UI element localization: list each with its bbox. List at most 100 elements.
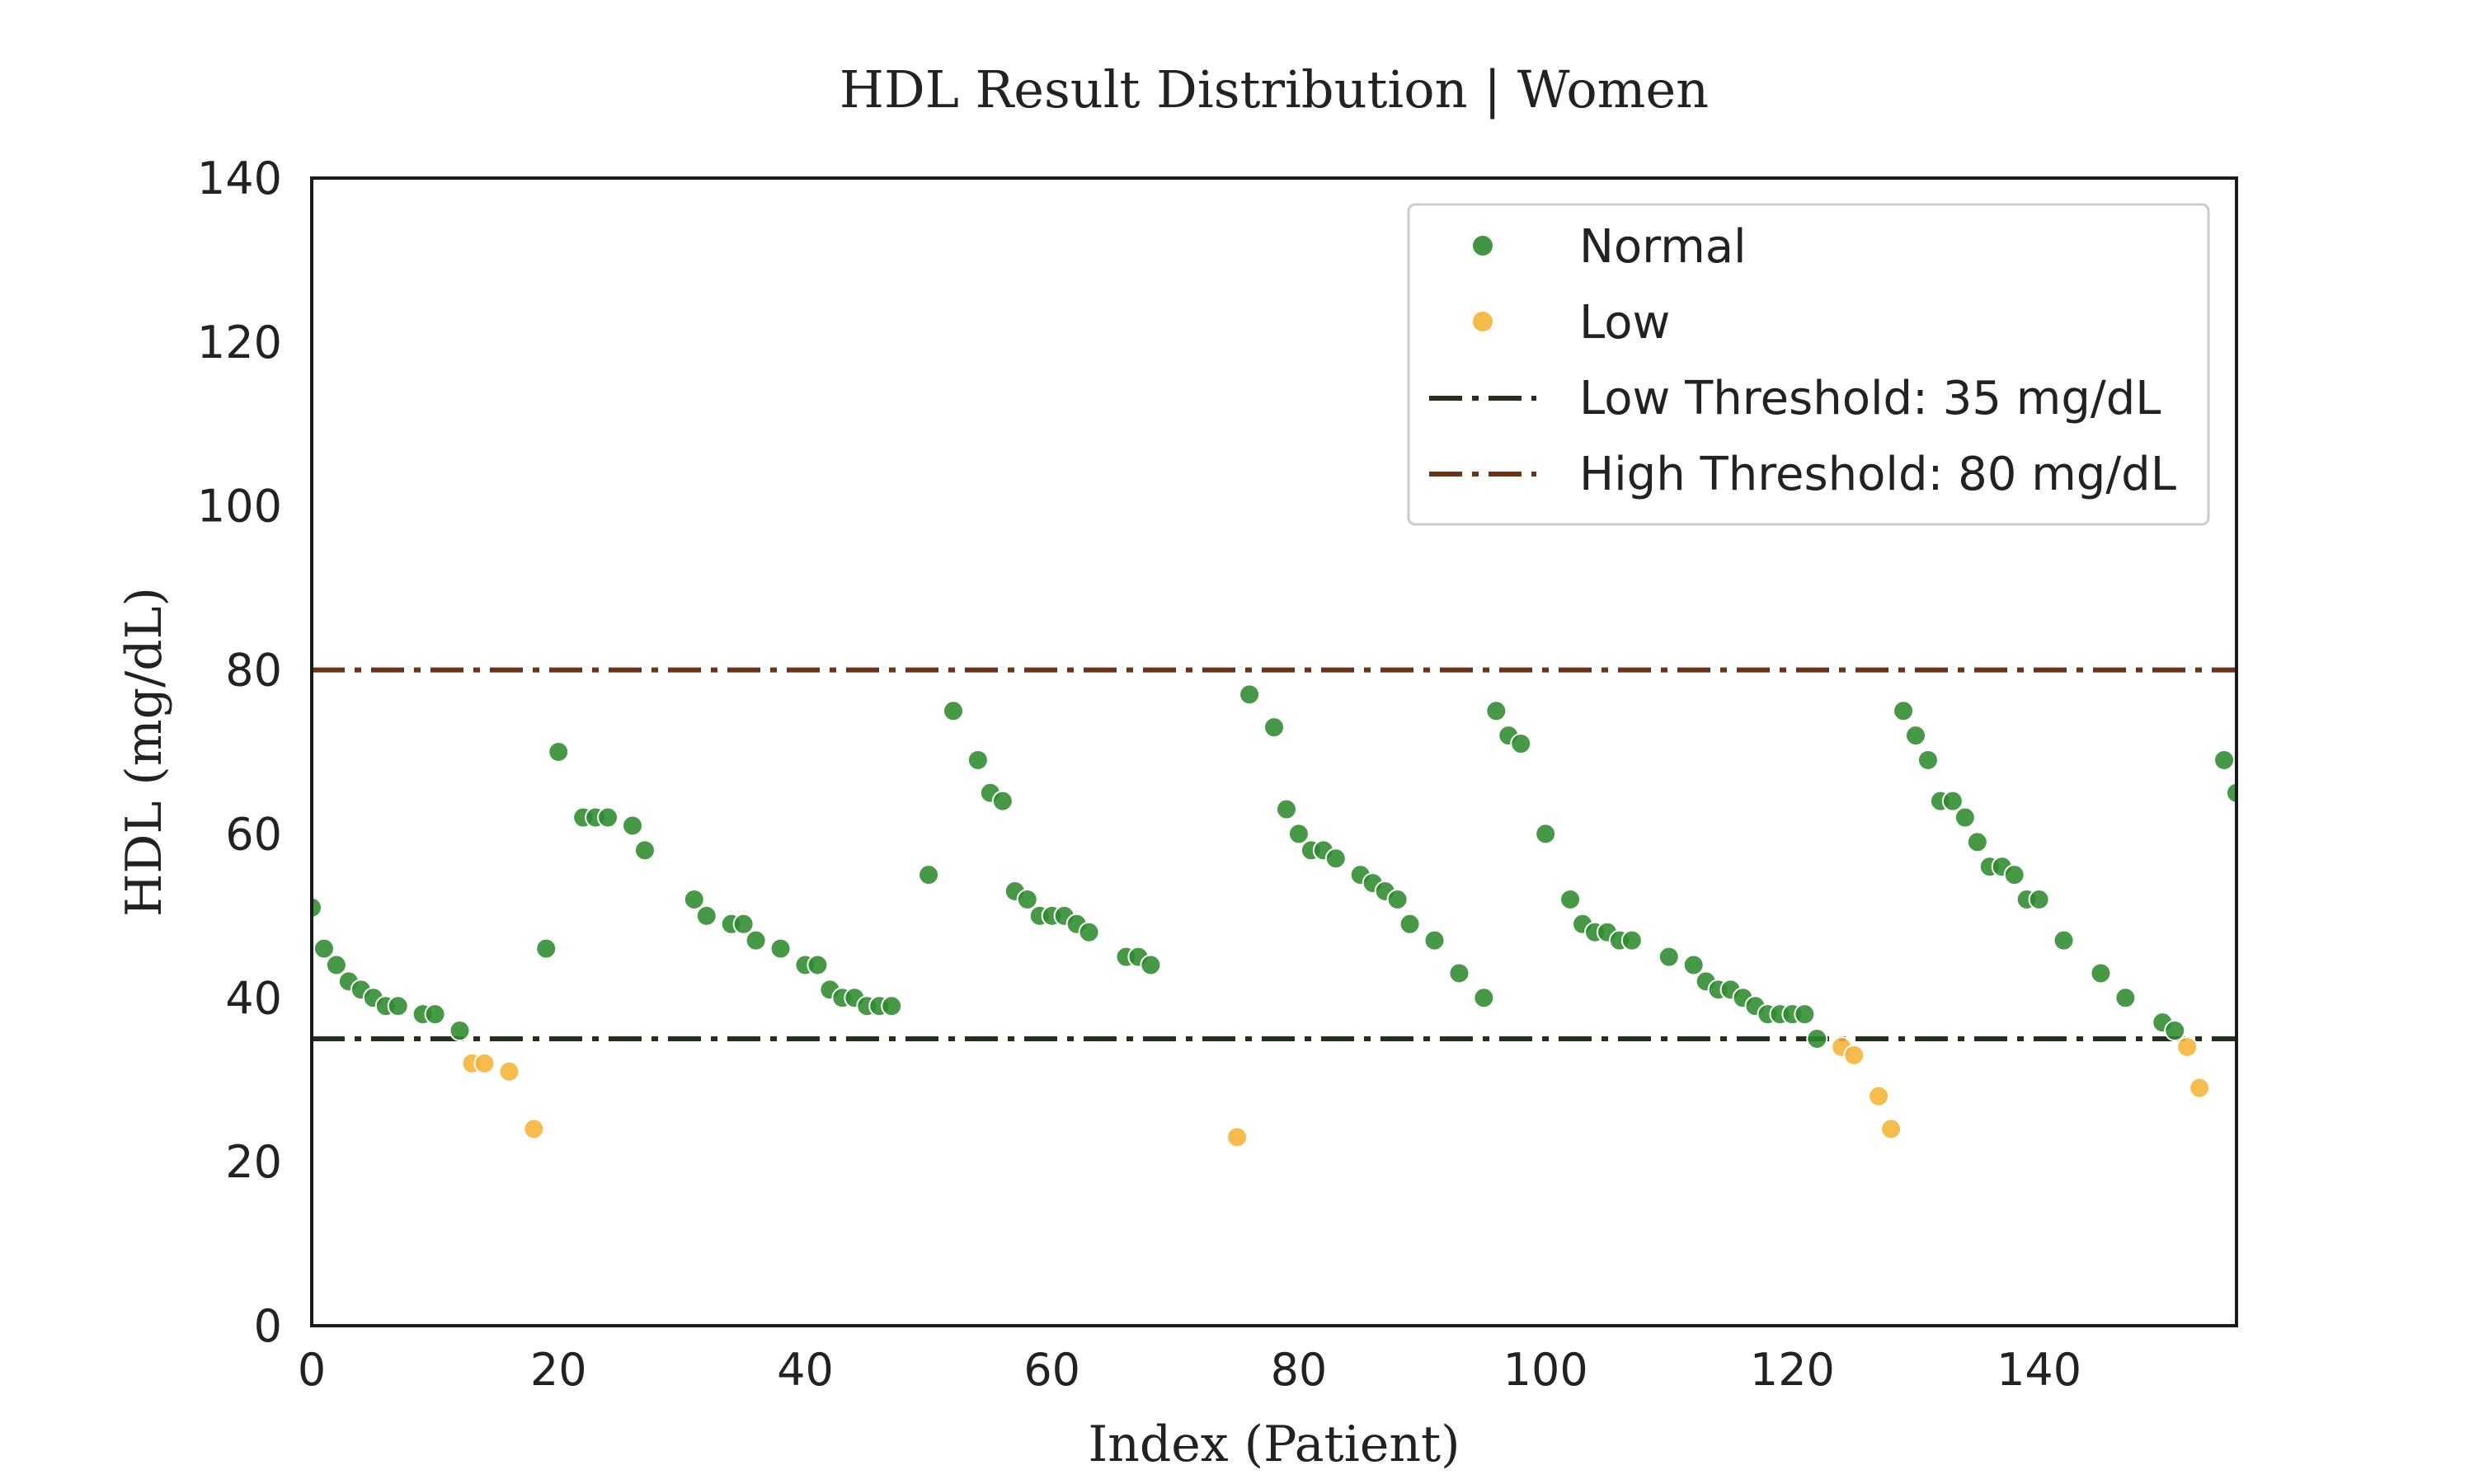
point-normal — [1016, 888, 1038, 910]
point-normal — [1941, 790, 1964, 812]
y-tick-label: 120 — [197, 317, 282, 369]
point-normal — [1473, 987, 1495, 1009]
x-tick-label: 100 — [1503, 1344, 1588, 1396]
point-normal — [2003, 864, 2025, 886]
point-normal — [918, 864, 940, 886]
y-tick-label: 80 — [225, 645, 282, 697]
legend-label-normal: Normal — [1579, 220, 1747, 274]
x-tick-label: 120 — [1750, 1344, 1835, 1396]
point-normal — [1423, 929, 1446, 951]
y-tick-label: 100 — [197, 481, 282, 533]
point-normal — [695, 904, 717, 927]
point-normal — [1917, 749, 1939, 771]
point-normal — [535, 937, 557, 960]
point-normal — [1658, 946, 1680, 968]
point-normal — [1794, 1003, 1816, 1026]
point-normal — [1905, 725, 1926, 747]
y-axis-label: HDL (mg/dL) — [115, 587, 173, 917]
x-tick-label: 0 — [298, 1344, 326, 1396]
point-low — [473, 1052, 496, 1074]
x-axis: 0 20 40 60 80 100 120 140 — [298, 1344, 2081, 1396]
y-tick-label: 140 — [197, 153, 282, 204]
point-low — [1226, 1126, 1249, 1148]
y-tick-label: 0 — [254, 1300, 282, 1352]
point-normal — [745, 929, 767, 951]
point-normal — [2090, 962, 2112, 984]
point-normal — [633, 839, 656, 862]
point-normal — [2213, 749, 2236, 771]
point-normal — [597, 806, 619, 829]
point-normal — [1386, 888, 1409, 910]
point-low — [1843, 1044, 1865, 1066]
y-axis: 0 20 40 60 80 100 120 140 — [197, 153, 282, 1352]
point-low — [1868, 1085, 1890, 1107]
point-normal — [1078, 921, 1100, 943]
point-low — [1880, 1118, 1903, 1140]
legend-box — [1407, 203, 2210, 526]
point-normal — [1954, 806, 1976, 829]
point-normal — [967, 749, 989, 771]
point-normal — [1485, 700, 1507, 722]
point-normal — [1275, 798, 1297, 820]
point-low — [498, 1060, 520, 1082]
point-normal — [622, 815, 643, 837]
legend-label-low-threshold: Low Threshold: 35 mg/dL — [1579, 372, 2161, 425]
point-normal — [424, 1003, 446, 1026]
threshold-lines — [312, 667, 2236, 1041]
x-tick-label: 40 — [777, 1344, 834, 1396]
plot-frame — [310, 176, 2238, 1327]
point-normal — [1620, 929, 1643, 951]
point-normal — [1324, 848, 1347, 870]
legend-label-low: Low — [1579, 296, 1670, 350]
x-tick-label: 60 — [1023, 1344, 1080, 1396]
point-normal — [1239, 683, 1261, 706]
point-normal — [1287, 823, 1310, 845]
point-normal — [1140, 954, 1162, 976]
point-low — [2189, 1077, 2211, 1099]
legend-label-high-threshold: High Threshold: 80 mg/dL — [1579, 448, 2176, 501]
point-normal — [1399, 913, 1421, 935]
point-low — [2176, 1036, 2199, 1058]
legend-marker-normal — [1473, 236, 1493, 256]
legend-marker-low — [1473, 312, 1493, 331]
point-normal — [943, 700, 964, 722]
point-normal — [449, 1020, 471, 1042]
point-normal — [1682, 954, 1705, 976]
point-normal — [2114, 987, 2137, 1009]
point-normal — [1893, 700, 1915, 722]
data-points — [312, 683, 2236, 1148]
point-normal — [1806, 1028, 1828, 1050]
x-axis-label: Index (Patient) — [1089, 1416, 1460, 1473]
point-normal — [2164, 1020, 2186, 1042]
point-normal — [807, 954, 829, 976]
y-tick-label: 60 — [225, 808, 282, 860]
x-tick-label: 20 — [530, 1344, 587, 1396]
point-normal — [1535, 823, 1557, 845]
y-tick-label: 40 — [225, 972, 282, 1024]
point-low — [523, 1118, 545, 1140]
point-normal — [732, 913, 755, 935]
point-normal — [881, 995, 903, 1017]
point-normal — [313, 937, 335, 960]
x-tick-label: 80 — [1271, 1344, 1328, 1396]
point-normal — [1263, 716, 1285, 739]
chart-title: HDL Result Distribution | Women — [840, 59, 1709, 120]
point-normal — [312, 896, 322, 918]
point-normal — [548, 741, 570, 763]
point-normal — [1448, 962, 1470, 984]
point-normal — [2028, 888, 2050, 910]
point-normal — [1966, 831, 1988, 853]
legend: Normal Low Low Threshold: 35 mg/dL High … — [1407, 203, 2210, 526]
x-tick-label: 140 — [1997, 1344, 2081, 1396]
point-normal — [769, 937, 792, 960]
point-normal — [325, 954, 347, 976]
point-normal — [1559, 888, 1582, 910]
point-normal — [683, 888, 705, 910]
y-tick-label: 20 — [225, 1136, 282, 1188]
point-normal — [991, 790, 1014, 812]
point-normal — [1510, 733, 1532, 755]
point-normal — [387, 995, 409, 1017]
point-normal — [2053, 929, 2075, 951]
point-normal — [2226, 782, 2236, 804]
